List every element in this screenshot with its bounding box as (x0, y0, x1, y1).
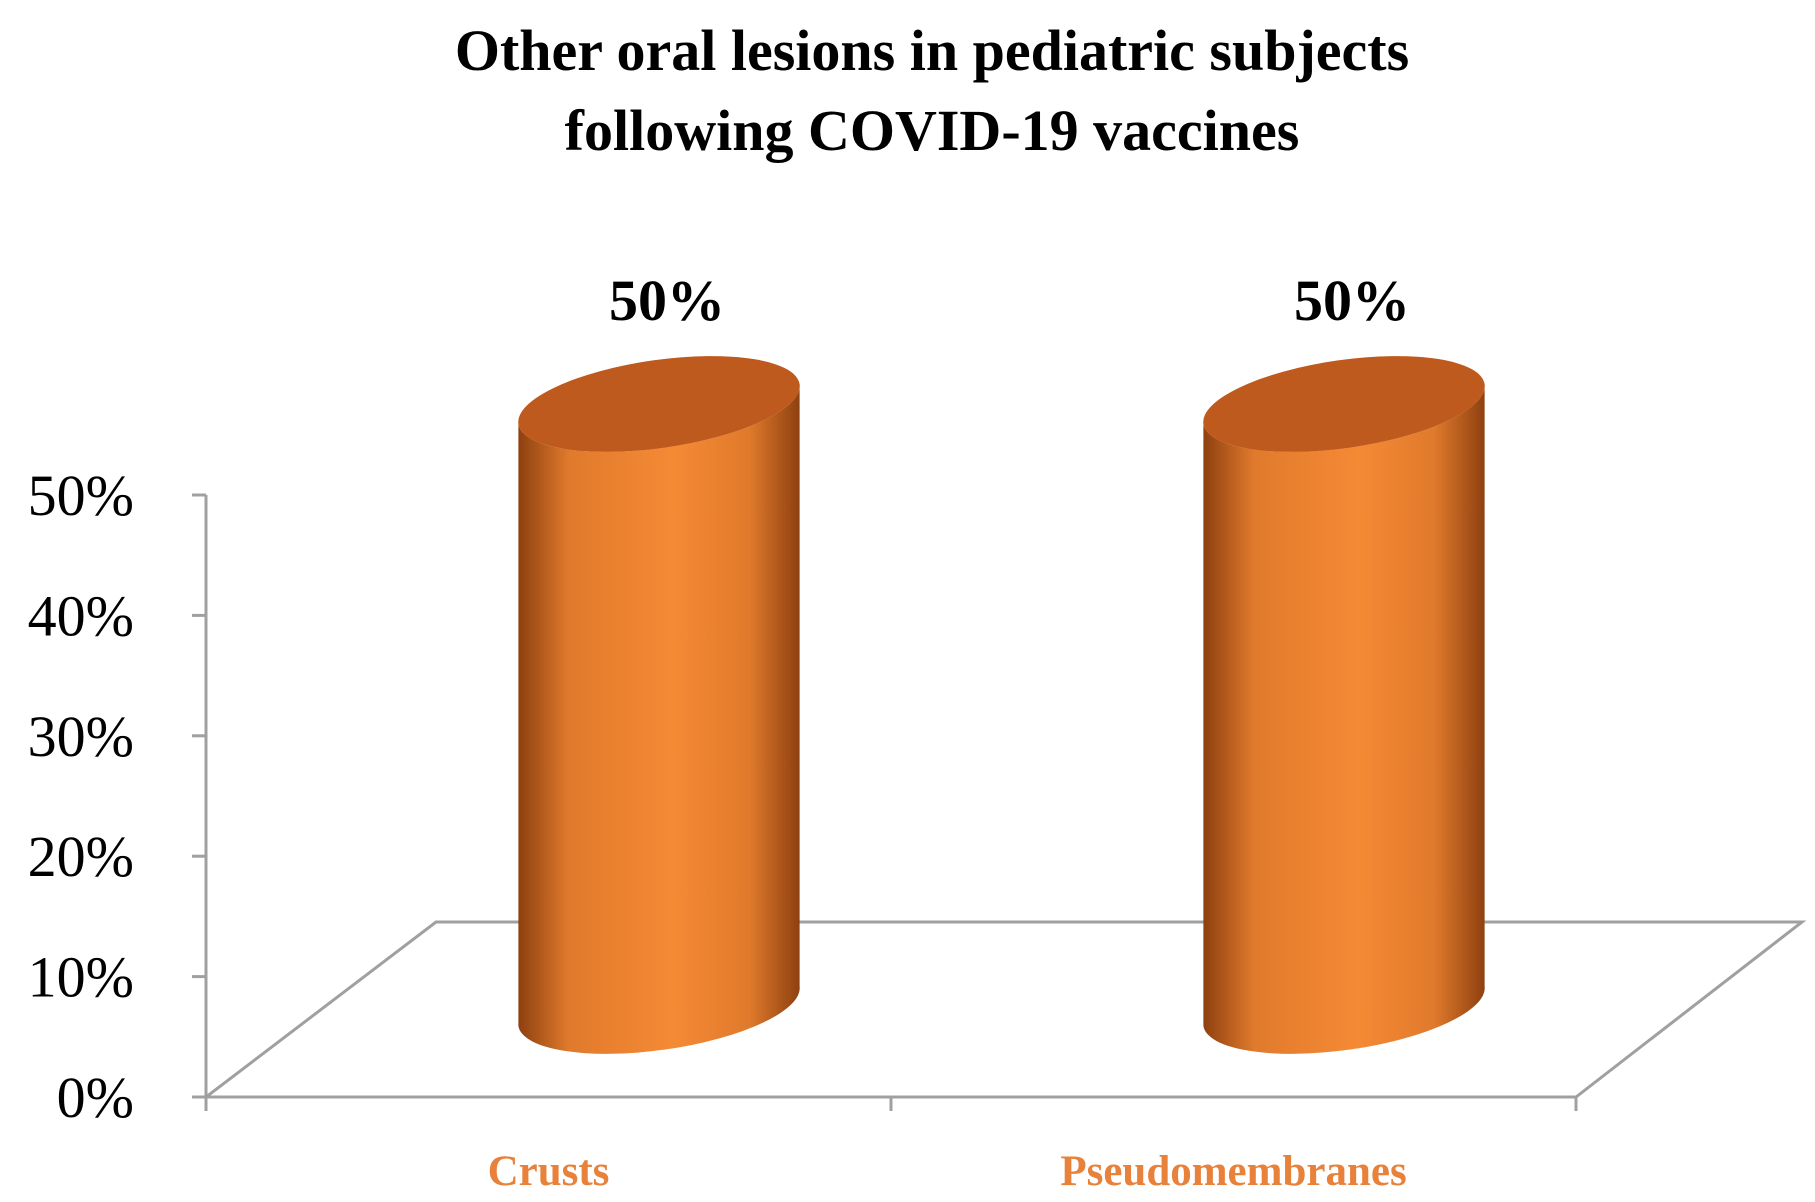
y-tick-label: 20% (28, 824, 134, 889)
bar-body (1203, 384, 1485, 1054)
x-axis-ticks (204, 1097, 1578, 1111)
bar-2 (1203, 356, 1485, 1054)
floor-plane (201, 920, 1807, 1099)
chart-title-line-2: following COVID-19 vaccines (565, 98, 1300, 163)
y-tick-label: 50% (28, 463, 134, 528)
y-axis-ticks: 0% 10% 20% 30% 40% 50% (28, 463, 206, 1130)
chart-title-line-1: Other oral lesions in pediatric subjects (455, 18, 1409, 83)
bar-top (518, 356, 800, 452)
data-label: 50% (1294, 268, 1410, 333)
labels: 50% Crusts 50% Pseudomembranes (488, 268, 1410, 1195)
y-tick-label: 40% (28, 583, 134, 648)
y-tick-label: 10% (28, 945, 134, 1010)
bar-body (518, 384, 800, 1054)
data-label: 50% (609, 268, 725, 333)
y-tick-label: 0% (57, 1065, 134, 1130)
category-label: Crusts (488, 1148, 610, 1195)
bars (518, 356, 1485, 1054)
category-label: Pseudomembranes (1060, 1148, 1406, 1195)
bar-top (1203, 356, 1485, 452)
y-tick-label: 30% (28, 704, 134, 769)
bar-1 (518, 356, 800, 1054)
